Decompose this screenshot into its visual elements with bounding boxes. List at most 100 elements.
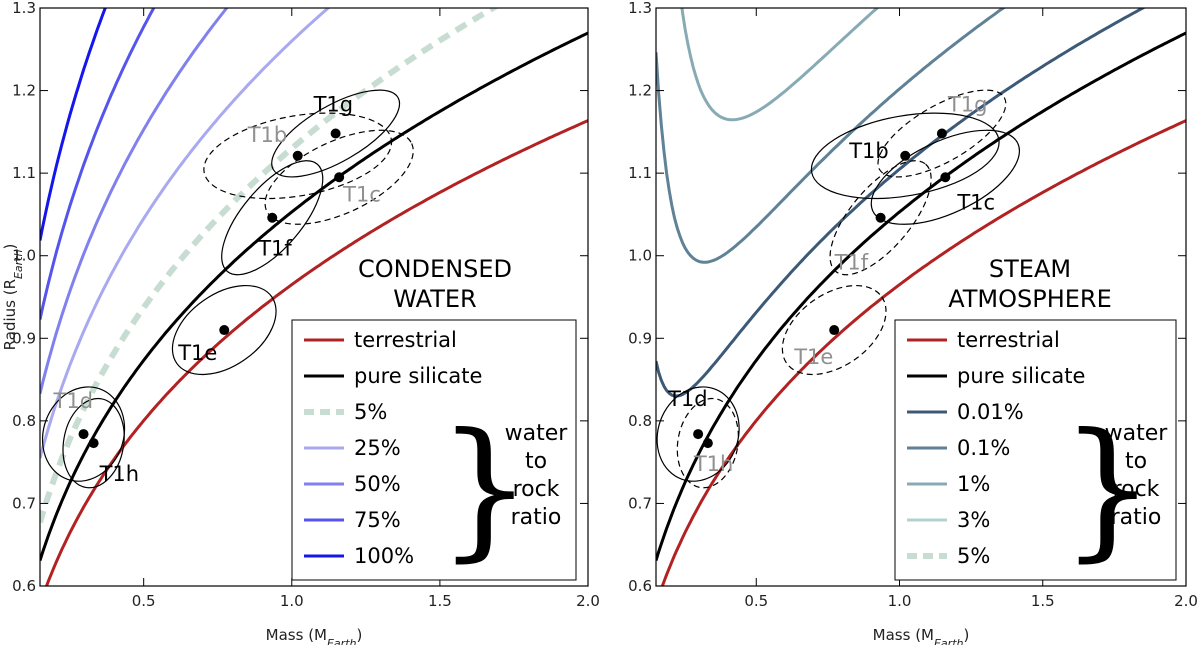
point-label-t1e: T1e bbox=[793, 345, 833, 369]
legend-label: 100% bbox=[354, 544, 414, 568]
panel-1: T1b T1c T1d T1e T1f T1g T1h 0.5 1.0 1.5 2.0 0.6 0.7 0… bbox=[1, 0, 600, 645]
series-line-terrestrial bbox=[44, 119, 588, 586]
brace-label-line: ratio bbox=[511, 505, 562, 530]
error-ellipse-t1e bbox=[781, 284, 887, 376]
x-tick-label: 0.5 bbox=[132, 592, 156, 610]
series-line-001 bbox=[656, 8, 1146, 398]
x-tick-label: 0.5 bbox=[744, 592, 768, 610]
data-point-t1h bbox=[702, 438, 713, 449]
legend-label: 1% bbox=[957, 472, 990, 496]
data-point-t1e bbox=[829, 325, 840, 336]
y-axis-label-sub: Earth bbox=[12, 249, 25, 279]
data-point-t1f bbox=[267, 212, 278, 223]
brace-label-line: to bbox=[525, 449, 547, 474]
x-axis-label: Mass (MEarth) bbox=[266, 626, 363, 645]
legend-label: 5% bbox=[957, 544, 990, 568]
legend-label: 0.1% bbox=[957, 436, 1010, 460]
data-point-t1h bbox=[88, 438, 99, 449]
y-tick-label: 0.6 bbox=[628, 577, 652, 595]
y-tick-label: 0.7 bbox=[12, 494, 36, 512]
y-tick-label: 1.0 bbox=[12, 247, 36, 265]
x-tick-label: 1.5 bbox=[1031, 592, 1055, 610]
series-line-terrestrial bbox=[660, 119, 1186, 586]
point-label-t1b: T1b bbox=[848, 139, 889, 163]
legend-label: 25% bbox=[354, 436, 401, 460]
x-axis-label-close: ) bbox=[356, 626, 362, 644]
error-ellipse-t1b bbox=[203, 112, 393, 200]
legend-label: 75% bbox=[354, 508, 401, 532]
series-line-100 bbox=[40, 8, 107, 241]
x-axis-label-sub: Earth bbox=[934, 637, 964, 645]
error-ellipse-t1c bbox=[870, 129, 1021, 225]
series-line-5 bbox=[40, 8, 500, 524]
error-ellipse-t1h bbox=[676, 397, 740, 489]
y-tick-label: 1.1 bbox=[628, 164, 652, 182]
y-tick-label: 0.6 bbox=[12, 577, 36, 595]
point-label-t1h: T1h bbox=[99, 462, 140, 486]
error-ellipse-t1g bbox=[877, 89, 1007, 178]
series-line-1 bbox=[680, 8, 880, 122]
panel-2: T1b T1c T1d T1e T1f T1g T1h 0.5 1.0 1.5 2.0 0.6 0.7 0… bbox=[628, 0, 1198, 645]
y-tick-label: 1.0 bbox=[628, 247, 652, 265]
legend-box bbox=[894, 319, 1177, 581]
data-point-t1b bbox=[900, 150, 911, 161]
series-line-50 bbox=[40, 8, 229, 395]
legend: terrestrial pure silicate 0.01% 0.1% 1% 3% 5%}… bbox=[894, 319, 1177, 581]
point-label-t1e: T1e bbox=[177, 341, 217, 365]
legend-label: 5% bbox=[354, 400, 387, 424]
brace-label-line: rock bbox=[513, 477, 560, 502]
series-line-puresilicate bbox=[656, 31, 1186, 561]
panel-title-line1: STEAM bbox=[989, 255, 1071, 283]
panel-title-line2: ATMOSPHERE bbox=[948, 285, 1112, 313]
series-line-puresilicate bbox=[40, 31, 588, 561]
data-point-t1c bbox=[940, 172, 951, 183]
x-axis-label: Mass (MEarth) bbox=[873, 626, 970, 645]
data-point-t1d bbox=[78, 429, 89, 440]
x-axis-label-sub: Earth bbox=[327, 637, 357, 645]
y-tick-label: 0.7 bbox=[628, 494, 652, 512]
data-point-t1b bbox=[292, 150, 303, 161]
y-tick-label: 1.2 bbox=[12, 82, 36, 100]
y-tick-label: 0.8 bbox=[12, 412, 36, 430]
point-label-t1b: T1b bbox=[247, 123, 288, 147]
legend-label: terrestrial bbox=[957, 328, 1060, 352]
error-ellipse-t1h bbox=[62, 397, 125, 489]
brace-label-line: ratio bbox=[1111, 505, 1162, 530]
panel-title-line1: CONDENSED bbox=[358, 255, 512, 283]
x-tick-label: 1.0 bbox=[888, 592, 912, 610]
data-point-t1g bbox=[330, 128, 341, 139]
axes-frame bbox=[655, 7, 1187, 587]
brace-label-line: water bbox=[505, 421, 569, 446]
point-label-t1c: T1c bbox=[956, 190, 995, 214]
panel-title-line2: WATER bbox=[393, 285, 476, 313]
point-label-t1d: T1d bbox=[667, 387, 708, 411]
curves bbox=[656, 8, 1186, 586]
data-point-t1d bbox=[693, 429, 704, 440]
error-ellipse-t1f bbox=[221, 160, 324, 276]
error-ellipse-t1b bbox=[810, 112, 1000, 200]
series-line-01 bbox=[656, 8, 1006, 264]
x-tick-label: 2.0 bbox=[576, 592, 600, 610]
y-tick-label: 1.3 bbox=[628, 0, 652, 17]
legend-label: pure silicate bbox=[957, 364, 1085, 388]
brace-label-line: rock bbox=[1113, 477, 1160, 502]
y-tick-label: 0.8 bbox=[628, 412, 652, 430]
error-ellipse-t1e bbox=[171, 284, 277, 376]
curves bbox=[40, 8, 588, 586]
x-tick-label: 2.0 bbox=[1174, 592, 1198, 610]
y-tick-label: 0.9 bbox=[628, 329, 652, 347]
axes-frame bbox=[39, 7, 589, 587]
x-tick-label: 1.5 bbox=[428, 592, 452, 610]
point-label-t1g: T1g bbox=[947, 93, 988, 117]
point-label-t1h: T1h bbox=[693, 452, 734, 476]
point-label-t1f: T1f bbox=[834, 251, 869, 275]
brace-label-line: to bbox=[1125, 449, 1147, 474]
error-ellipse-t1g bbox=[271, 89, 401, 178]
legend-box bbox=[291, 319, 577, 581]
y-tick-label: 1.2 bbox=[628, 82, 652, 100]
point-label-t1f: T1f bbox=[257, 237, 292, 261]
data-point-t1g bbox=[936, 128, 947, 139]
legend-label: 3% bbox=[957, 508, 990, 532]
point-label-t1g: T1g bbox=[313, 93, 354, 117]
